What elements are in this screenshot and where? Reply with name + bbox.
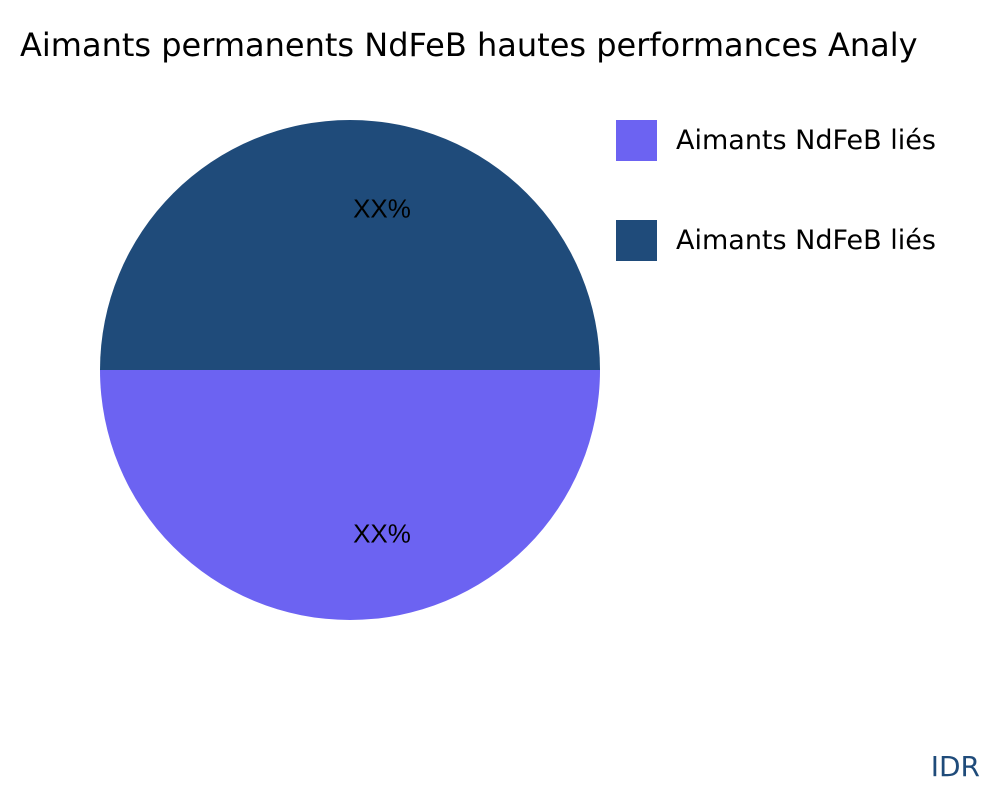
watermark-logo: IDR (930, 750, 980, 783)
pie-slice-1 (100, 120, 600, 370)
legend-label: Aimants NdFeB liés (676, 125, 936, 156)
slice-label-1: XX% (353, 194, 411, 224)
chart-title: Aimants permanents NdFeB hautes performa… (20, 26, 918, 64)
pie-slice-0 (100, 370, 600, 620)
legend-swatch (616, 120, 657, 161)
legend-item-1: Aimants NdFeB liés (616, 220, 936, 261)
legend-label: Aimants NdFeB liés (676, 225, 936, 256)
legend-item-0: Aimants NdFeB liés (616, 120, 936, 161)
slice-label-0: XX% (353, 519, 411, 549)
legend-swatch (616, 220, 657, 261)
